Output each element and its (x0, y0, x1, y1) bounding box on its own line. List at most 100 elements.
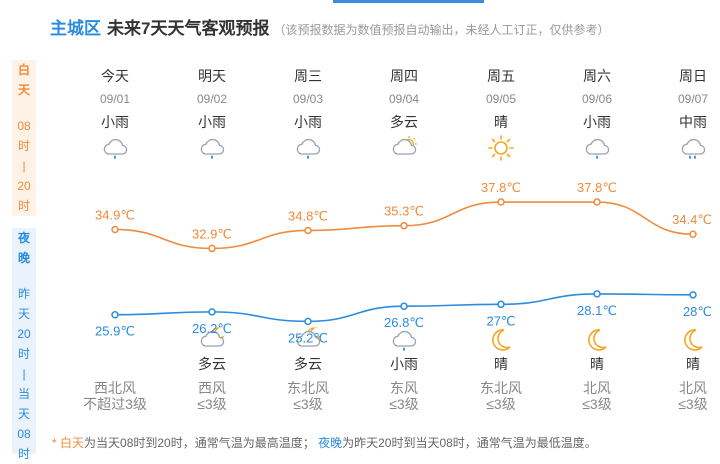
temperature-chart: 34.9℃ 32.9℃ 34.8℃ 35.3℃ 37.8℃ 37.8℃ 34.4℃ 25.9℃… (95, 180, 712, 345)
moon-icon (456, 326, 546, 354)
night-weather-condition: 多云 (198, 356, 226, 372)
low-temp-label: 26.2℃ (192, 321, 232, 336)
low-temp-point (593, 290, 601, 298)
light-rain-icon (359, 326, 449, 354)
side-label-char: 时 (17, 347, 30, 361)
moon-icon (648, 326, 720, 354)
low-temp-label: 28℃ (683, 304, 712, 319)
wind-level: ≤3级 (197, 396, 227, 412)
day-name: 周五 (487, 68, 515, 84)
day-weather-condition: 小雨 (198, 114, 226, 130)
day-name: 周六 (583, 68, 611, 84)
low-temp-label: 25.9℃ (95, 324, 135, 339)
side-label-char: 08 (17, 119, 31, 133)
wind-info: 东风 ≤3级 (359, 380, 449, 412)
day-date: 09/03 (292, 92, 324, 106)
day-weather-condition: 小雨 (101, 114, 129, 130)
side-label-char: 20 (17, 327, 31, 341)
wind-info: 北风 ≤3级 (648, 380, 720, 412)
moon-cloudy-icon (167, 326, 257, 354)
forecast-disclaimer: （该预报数据为数值预报自动输出，未经人工订正，仅供参考） (273, 23, 610, 37)
high-temp-point (593, 198, 601, 206)
forecast-header: 主城区 未来7天天气客观预报 （该预报数据为数值预报自动输出，未经人工订正，仅供参考… (50, 14, 609, 39)
side-label-char: 昨 (17, 287, 30, 301)
wind-level: ≤3级 (678, 396, 708, 412)
high-temp-label: 34.9℃ (95, 207, 135, 222)
light-rain-icon (167, 134, 257, 162)
footnote-day-text: 为当天08时到20时，通常气温为最高温度； (84, 436, 315, 450)
side-label-char: 当 (17, 387, 30, 401)
low-temp-point (689, 291, 697, 299)
side-label-char: 天 (17, 83, 30, 97)
light-rain-icon (70, 134, 160, 162)
side-label-char: 08 (17, 427, 31, 441)
wind-direction: 西北风 (94, 380, 136, 396)
footnote-star: * (52, 436, 57, 450)
low-temp-point (400, 302, 408, 310)
night-row-label: 夜晚昨天 20 时 | 当天 08 时 (12, 228, 36, 461)
side-label-char: 夜 (17, 231, 30, 245)
wind-direction: 西风 (198, 380, 226, 396)
wind-info: 北风 ≤3级 (552, 380, 642, 412)
side-label-char: 白 (17, 63, 30, 77)
night-weather-condition: 晴 (590, 356, 604, 372)
wind-level: ≤3级 (582, 396, 612, 412)
night-weather-condition: 小雨 (390, 356, 418, 372)
wind-level: ≤3级 (293, 396, 323, 412)
day-date: 09/04 (388, 92, 420, 106)
side-label-char: 晚 (17, 251, 30, 265)
district-name[interactable]: 主城区 (50, 19, 101, 38)
wind-level: ≤3级 (486, 396, 516, 412)
side-label-char: 天 (17, 307, 30, 321)
low-temp-label: 25.2℃ (288, 330, 328, 345)
high-temp-label: 35.3℃ (384, 204, 424, 219)
day-name: 明天 (198, 68, 226, 84)
wind-direction: 东风 (390, 380, 418, 396)
side-label-char: 天 (17, 407, 30, 421)
high-temp-point (400, 221, 408, 230)
high-temp-label: 37.8℃ (481, 180, 521, 195)
night-weather-condition: 晴 (494, 356, 508, 372)
high-temp-label: 34.8℃ (288, 208, 328, 223)
high-temp-point (208, 244, 216, 253)
footnote-night-text: 为昨天20时到当天08时，通常气温为最低温度。 (342, 436, 597, 450)
side-label-char: | (22, 367, 26, 381)
wind-info: 东北风 ≤3级 (263, 380, 353, 412)
day-date: 09/02 (196, 92, 228, 106)
side-label-char: 时 (17, 199, 30, 213)
night-weather-condition: 晴 (686, 356, 700, 372)
wind-direction: 北风 (583, 380, 611, 396)
wind-info: 西北风 不超过3级 (70, 380, 160, 412)
daytime-row-label: 白天 08 时 | 20 时 (12, 60, 36, 216)
active-tab-indicator (333, 0, 484, 3)
night-weather-condition: 多云 (294, 356, 322, 372)
high-temp-point (304, 226, 312, 235)
high-temp-label: 34.4℃ (672, 212, 712, 227)
day-name: 周三 (294, 68, 322, 84)
low-temp-label: 26.8℃ (384, 315, 424, 330)
footnote-day-term: 白天 (60, 436, 85, 450)
wind-info: 西风 ≤3级 (167, 380, 257, 412)
low-temp-point (208, 308, 216, 316)
side-label-char: | (22, 159, 26, 173)
low-temp-label: 27℃ (486, 313, 515, 328)
day-date: 09/05 (485, 92, 517, 106)
moon-icon (552, 326, 642, 354)
wind-direction: 东北风 (480, 380, 522, 396)
day-weather-condition: 小雨 (583, 114, 611, 130)
wind-direction: 东北风 (287, 380, 329, 396)
day-date: 09/01 (99, 92, 131, 106)
day-name: 周四 (390, 68, 418, 84)
high-temp-point (111, 225, 119, 234)
wind-level: 不超过3级 (83, 396, 147, 412)
wind-direction: 北风 (679, 380, 707, 396)
day-weather-condition: 小雨 (294, 114, 322, 130)
low-temp-point (304, 317, 312, 326)
light-rain-icon (552, 134, 642, 162)
moderate-rain-icon (648, 134, 720, 162)
partly-cloudy-icon (359, 134, 449, 162)
low-temp-point (111, 310, 119, 319)
day-name: 今天 (101, 68, 129, 84)
sun-icon (456, 134, 546, 162)
wind-level: ≤3级 (389, 396, 419, 412)
